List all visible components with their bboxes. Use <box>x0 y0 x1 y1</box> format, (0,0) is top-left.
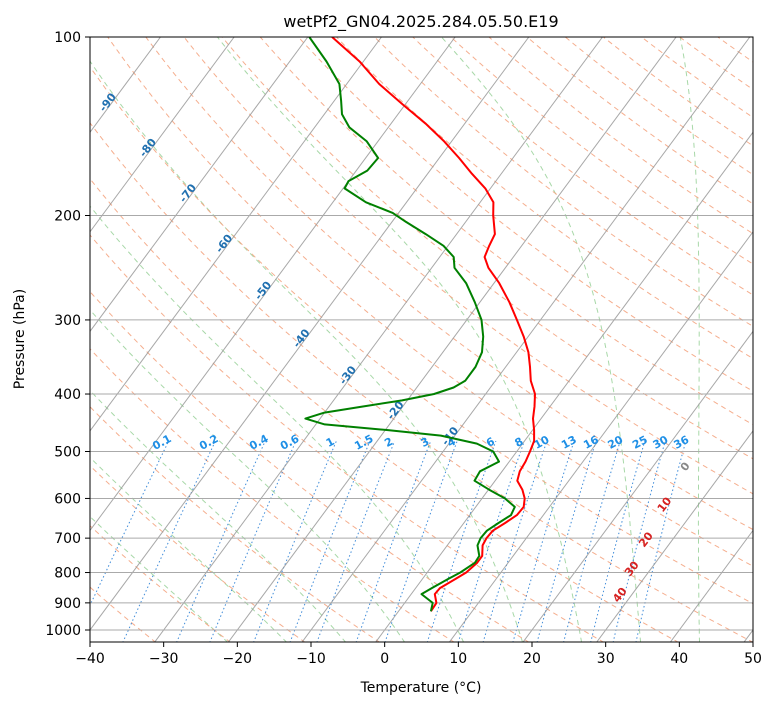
dry-adiabat-line <box>90 66 753 605</box>
moist-adiabat-line <box>90 60 524 642</box>
mixing-ratio-label: 10 <box>532 433 552 452</box>
dry-adiabat-line <box>90 234 605 642</box>
dry-adiabat-line <box>90 406 381 642</box>
isotherm-line <box>90 37 235 233</box>
isotherm-line <box>227 37 677 642</box>
isotherm-line <box>669 529 753 642</box>
dry-adiabat-line <box>603 37 753 147</box>
mixing-ratio-line <box>457 440 525 642</box>
x-tick-label: 40 <box>670 651 688 667</box>
y-tick-label: 800 <box>54 566 81 582</box>
isotherm-line <box>448 230 753 642</box>
x-tick-label: −30 <box>149 651 179 667</box>
isotherm-line <box>375 131 753 642</box>
dry-adiabat-line <box>564 37 753 176</box>
isobar-grid <box>90 37 753 631</box>
mixing-ratio-line <box>512 440 575 642</box>
mixing-ratio-label: 25 <box>630 433 650 452</box>
dry-adiabat-line <box>90 465 306 642</box>
isotherm-line <box>522 330 753 642</box>
y-tick-label: 600 <box>54 491 81 507</box>
isotherm-line <box>596 430 753 642</box>
moist-adiabat-line <box>90 389 347 642</box>
x-tick-label: 20 <box>523 651 541 667</box>
mixing-ratio-line <box>426 440 497 642</box>
dry-adiabat-line <box>374 37 753 327</box>
dry-adiabat-line <box>90 177 679 642</box>
dry-adiabat-line <box>756 37 775 643</box>
y-tick-label: 500 <box>54 445 81 461</box>
mixing-ratio-line <box>635 440 687 642</box>
y-tick-label: 400 <box>54 387 81 403</box>
y-axis-ticks: 100 200 300 400 500 600 700 800 900 1000 <box>45 30 90 639</box>
isotherm-line <box>301 37 751 642</box>
moist-adiabat-line <box>441 37 642 642</box>
mixing-ratio-label: 36 <box>672 433 692 452</box>
moist-adiabat-line <box>679 37 700 642</box>
isotherm-line <box>154 37 603 642</box>
x-tick-label: −10 <box>296 651 326 667</box>
mixing-ratio-line <box>612 440 666 642</box>
y-tick-label: 200 <box>54 209 81 225</box>
dry-adiabat-line <box>145 37 753 531</box>
moist-adiabat-line <box>90 456 288 642</box>
x-tick-label: 10 <box>449 651 467 667</box>
dry-adiabat-line <box>259 37 753 426</box>
x-tick-label: −20 <box>223 651 253 667</box>
chart-title: wetPf2_GN04.2025.284.05.50.E19 <box>283 12 558 32</box>
dry-adiabat-line <box>450 37 753 265</box>
dry-adiabat-line <box>336 37 753 360</box>
y-tick-label: 300 <box>54 313 81 329</box>
mixing-ratio-label: 13 <box>559 433 579 452</box>
mixing-ratio-line <box>122 440 216 642</box>
y-tick-label: 1000 <box>45 623 81 639</box>
moist-adiabat-line <box>90 205 465 642</box>
mixing-ratio-line <box>563 440 621 642</box>
dry-adiabat-line <box>90 122 753 642</box>
mixing-ratio-label: 16 <box>581 433 601 452</box>
dry-adiabat-line <box>221 37 753 460</box>
y-tick-label: 900 <box>54 596 81 612</box>
dry-adiabat-line <box>183 37 753 495</box>
isotherm-line <box>90 37 456 532</box>
dry-adiabat-line <box>90 290 530 642</box>
isotherm-line <box>90 37 530 631</box>
mixing-ratio-line <box>482 440 548 642</box>
x-tick-label: 30 <box>597 651 615 667</box>
mixing-ratio-label: 20 <box>606 433 626 452</box>
mixing-ratio-lines <box>90 440 687 642</box>
isotherm-line <box>90 37 309 333</box>
temperature-profile-line <box>331 37 536 612</box>
y-tick-label: 700 <box>54 531 81 547</box>
y-axis-title: Pressure (hPa) <box>12 289 28 389</box>
isotherm-grid <box>90 37 753 642</box>
isotherm-line <box>90 37 382 432</box>
mixing-ratio-line <box>176 440 266 642</box>
y-tick-label: 100 <box>54 30 81 46</box>
mixing-ratio-line <box>590 440 646 642</box>
x-axis-ticks: −40 −30 −20 −10 0 10 20 30 40 50 <box>75 642 762 667</box>
dewpoint-profile-line <box>304 37 516 612</box>
plot-frame <box>89 36 754 643</box>
mixing-ratio-line <box>253 440 337 642</box>
mixing-ratio-line <box>209 440 297 642</box>
mixing-ratio-line <box>289 440 371 642</box>
x-tick-label: 50 <box>744 651 762 667</box>
mixing-ratio-line <box>536 440 597 642</box>
mixing-ratio-label: 30 <box>651 433 671 452</box>
plot-area <box>90 37 753 642</box>
x-tick-label: −40 <box>75 651 105 667</box>
dry-adiabat-line <box>107 37 753 567</box>
x-tick-label: 0 <box>380 651 389 667</box>
x-axis-title: Temperature (°C) <box>360 680 482 696</box>
profile-series <box>304 37 536 612</box>
moist-adiabats <box>90 37 700 642</box>
